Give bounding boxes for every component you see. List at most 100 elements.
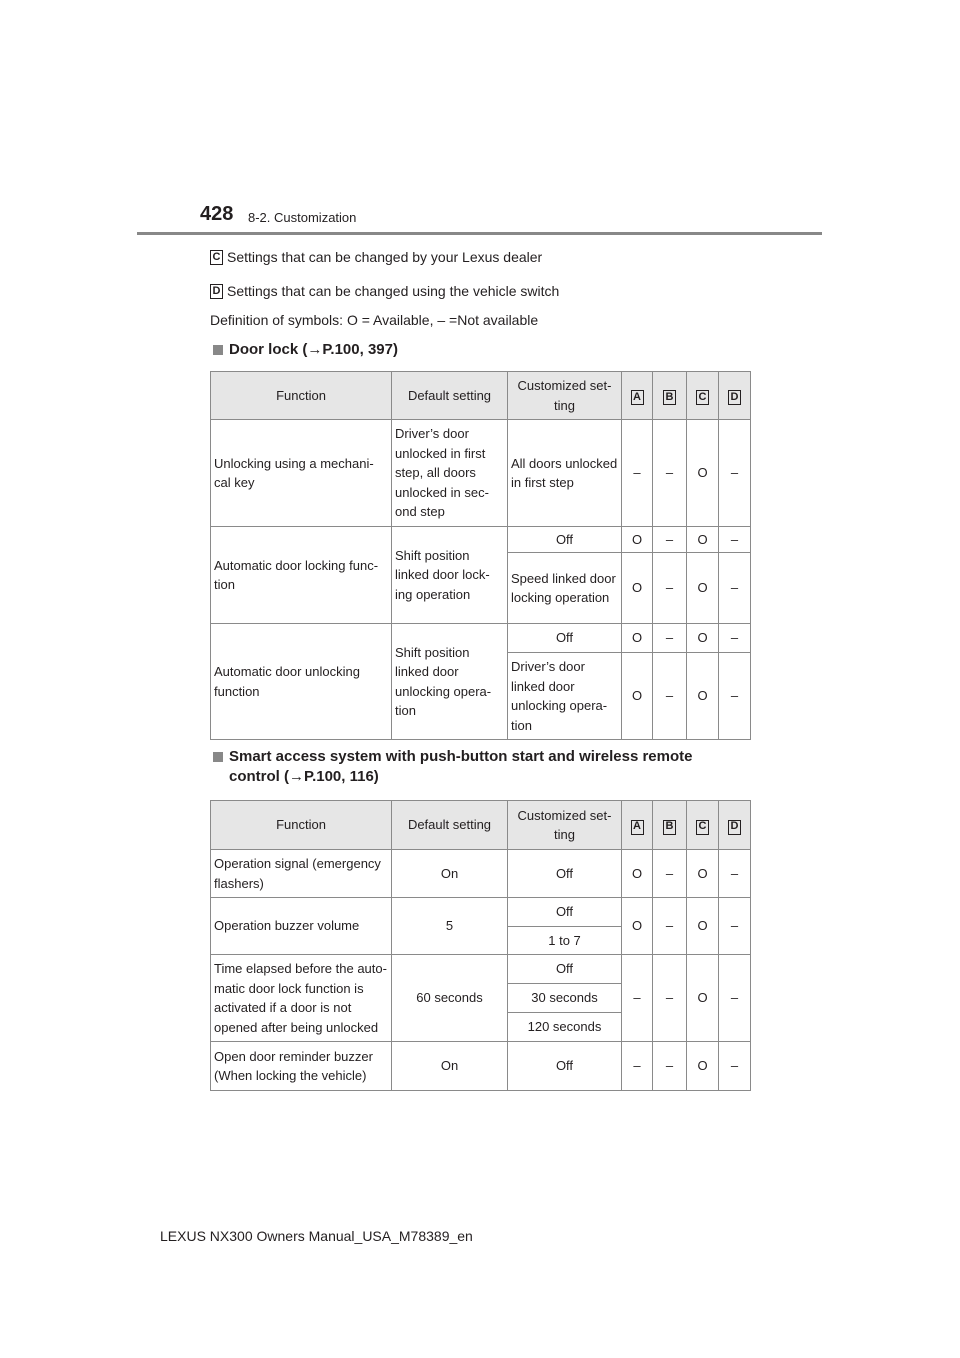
column-header: Default setting <box>391 371 508 420</box>
availability-mark: – <box>718 849 751 898</box>
table-row: Time elapsed before the auto-matic door … <box>210 954 751 1042</box>
function-cell: Unlocking using a mechani-cal key <box>210 419 392 527</box>
availability-mark: O <box>686 552 719 624</box>
legend-item-c: C Settings that can be changed by your L… <box>210 249 542 265</box>
availability-mark: O <box>621 623 653 653</box>
column-header: Function <box>210 371 392 420</box>
function-cell: Automatic door locking func-tion <box>210 526 392 624</box>
smart-access-heading: Smart access system with push-button sta… <box>213 747 733 787</box>
availability-mark: O <box>686 849 719 898</box>
default-setting-cell: On <box>391 849 508 898</box>
default-setting-cell: Shift position linked door unlocking ope… <box>391 623 508 740</box>
availability-mark: – <box>652 526 687 553</box>
availability-mark: O <box>621 526 653 553</box>
customized-setting-cell: Off <box>507 1041 622 1091</box>
availability-mark: – <box>652 897 687 955</box>
column-header: C <box>686 371 719 420</box>
heading-text: Door lock (→P.100, 397) <box>229 341 398 358</box>
customized-setting-cell: Off <box>507 526 622 553</box>
table-row: Operation signal (emergency flashers) On O… <box>210 849 751 898</box>
bullet-square-icon <box>213 752 223 762</box>
availability-mark: O <box>686 652 719 740</box>
availability-mark: – <box>718 526 751 553</box>
label-a-box: A <box>630 819 644 835</box>
availability-mark: – <box>652 623 687 653</box>
table-row: Open door reminder buzzer (When locking … <box>210 1041 751 1091</box>
table-row: Unlocking using a mechani-cal key Driver’… <box>210 419 751 527</box>
function-cell: Automatic door unlocking function <box>210 623 392 740</box>
table-row: 30 seconds <box>211 983 751 1013</box>
availability-mark: O <box>621 897 653 955</box>
default-setting-cell: Shift position linked door lock-ing oper… <box>391 526 508 624</box>
table-row: Operation buzzer volume 5 Off O – O – <box>210 897 751 955</box>
customized-setting-cell: 120 seconds <box>507 1012 622 1042</box>
label-d-box: D <box>728 819 741 835</box>
label-c-box: C <box>696 390 709 405</box>
column-header: C <box>686 800 719 850</box>
availability-mark: – <box>718 897 751 955</box>
availability-mark: O <box>686 1041 719 1091</box>
availability-mark: – <box>652 552 687 624</box>
label-b-box: B <box>663 390 676 405</box>
header-row: Function Default setting Customized set-ti… <box>210 800 751 850</box>
page-number: 428 <box>200 203 234 225</box>
availability-mark: O <box>686 623 719 653</box>
default-setting-cell: On <box>391 1041 508 1091</box>
bullet-square-icon <box>213 345 223 355</box>
legend-text: Settings that can be changed using the v… <box>227 283 560 299</box>
table-row: Automatic door unlocking function Shift p… <box>210 623 751 740</box>
column-header: D <box>718 800 751 850</box>
column-header: A <box>621 371 653 420</box>
table-row: 1 to 7 <box>211 926 751 955</box>
availability-mark: – <box>652 1041 687 1091</box>
customized-setting-cell: Off <box>507 897 622 927</box>
footer: LEXUS NX300 Owners Manual_USA_M78389_en <box>160 1228 473 1244</box>
customized-setting-cell: 1 to 7 <box>507 926 622 955</box>
column-header: B <box>652 371 687 420</box>
column-header: Function <box>210 800 392 850</box>
column-header: Default setting <box>391 800 508 850</box>
availability-mark: O <box>621 849 653 898</box>
label-a-box: A <box>630 390 644 405</box>
availability-mark: – <box>718 623 751 653</box>
label-b-box: B <box>663 819 676 835</box>
availability-mark: – <box>718 652 751 740</box>
customized-setting-cell: Driver’s door linked door unlocking oper… <box>507 652 622 740</box>
column-header: A <box>621 800 653 850</box>
availability-mark: O <box>686 897 719 955</box>
function-cell: Open door reminder buzzer (When locking … <box>210 1041 392 1091</box>
section-title: 8-2. Customization <box>248 210 357 225</box>
availability-mark: – <box>621 1041 653 1091</box>
availability-mark: O <box>621 552 653 624</box>
default-setting-cell: 60 seconds <box>391 954 508 1042</box>
label-c-box: C <box>696 819 709 835</box>
default-setting-cell: Driver’s door unlocked in first step, al… <box>391 419 508 527</box>
table-row: Driver’s door linked door unlocking oper… <box>211 652 751 740</box>
customized-setting-cell: Off <box>507 849 622 898</box>
availability-mark: O <box>686 419 719 527</box>
default-setting-cell: 5 <box>391 897 508 955</box>
availability-mark: – <box>652 954 687 1042</box>
availability-mark: O <box>686 954 719 1042</box>
column-header: B <box>652 800 687 850</box>
header-row: Function Default setting Customized set-ti… <box>210 371 751 420</box>
label-c-box: C <box>210 249 223 265</box>
column-header: Customized set-ting <box>507 800 622 850</box>
availability-mark: O <box>621 652 653 740</box>
availability-mark: – <box>621 954 653 1042</box>
symbol-definition: Definition of symbols: O = Available, – … <box>210 312 539 328</box>
heading-text: Smart access system with push-button sta… <box>229 748 693 785</box>
availability-mark: – <box>718 954 751 1042</box>
availability-mark: – <box>718 552 751 624</box>
customized-setting-cell: Speed linked door locking operation <box>507 552 622 624</box>
customized-setting-cell: 30 seconds <box>507 983 622 1013</box>
column-header: D <box>718 371 751 420</box>
table-row: Automatic door locking func-tion Shift po… <box>210 526 751 624</box>
customized-setting-cell: All doors unlocked in first step <box>507 419 622 527</box>
availability-mark: – <box>621 419 653 527</box>
function-cell: Operation signal (emergency flashers) <box>210 849 392 898</box>
door-lock-table: Function Default setting Customized set-ti… <box>210 371 751 740</box>
customized-setting-cell: Off <box>507 954 622 984</box>
legend-item-d: D Settings that can be changed using the… <box>210 283 559 299</box>
availability-mark: – <box>652 652 687 740</box>
